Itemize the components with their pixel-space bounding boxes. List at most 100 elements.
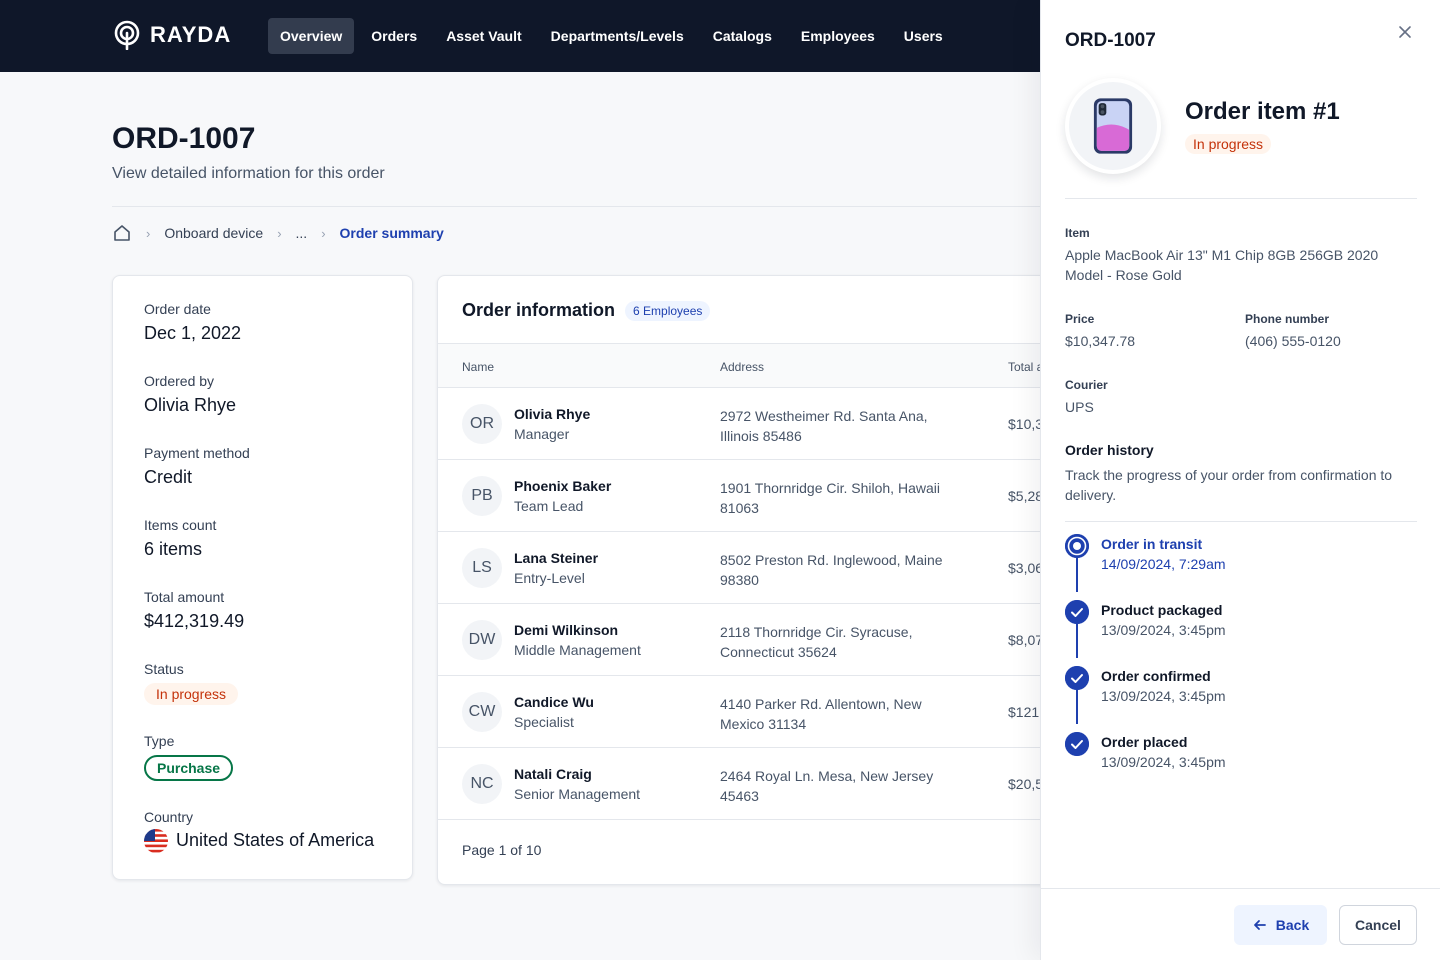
timeline-title: Product packaged xyxy=(1101,602,1223,618)
check-icon xyxy=(1065,732,1089,756)
price-value: $10,347.78 xyxy=(1065,333,1136,349)
timeline-item-order-in-transit: Order in transit 14/09/2024, 7:29am xyxy=(1065,534,1417,584)
employee-address: 1901 Thornridge Cir. Shiloh, Hawaii 8106… xyxy=(720,480,940,516)
logo[interactable]: RAYDA xyxy=(112,20,231,50)
table-row[interactable]: PB Phoenix Baker Team Lead 1901 Thornrid… xyxy=(438,460,1096,532)
arrow-left-icon xyxy=(1253,920,1266,930)
page-title: ORD-1007 xyxy=(112,122,256,155)
ordered-by-label: Ordered by xyxy=(144,373,215,389)
back-button-label: Back xyxy=(1275,917,1310,933)
employee-name: Natali Craig xyxy=(514,766,592,782)
nav-item-asset-vault[interactable]: Asset Vault xyxy=(446,28,522,44)
check-icon xyxy=(1065,666,1089,690)
country-value: United States of America xyxy=(176,829,375,850)
employee-total: $5,28 xyxy=(1008,488,1044,504)
timeline-item-product-packaged: Product packaged 13/09/2024, 3:45pm xyxy=(1065,600,1417,650)
employee-role: Team Lead xyxy=(514,498,584,514)
nav-item-catalogs[interactable]: Catalogs xyxy=(712,28,772,44)
home-icon[interactable] xyxy=(112,223,132,243)
table-row[interactable]: LS Lana Steiner Entry-Level 8502 Preston… xyxy=(438,532,1096,604)
employee-address: 4140 Parker Rd. Allentown, New Mexico 31… xyxy=(720,696,922,732)
employee-name: Olivia Rhye xyxy=(514,406,591,422)
avatar: PB xyxy=(462,476,502,516)
nav-item-employees[interactable]: Employees xyxy=(800,28,875,44)
drawer-divider xyxy=(1065,198,1417,199)
order-history-title: Order history xyxy=(1065,442,1154,458)
employees-count-badge: 6 Employees xyxy=(625,300,711,321)
type-label: Type xyxy=(144,733,175,749)
employee-address: 2118 Thornridge Cir. Syracuse, Connectic… xyxy=(720,624,913,660)
item-label: Item xyxy=(1065,226,1090,240)
order-summary-card: Order date Dec 1, 2022 Ordered by Olivia… xyxy=(112,275,413,880)
type-field: Type Purchase xyxy=(144,733,234,781)
nav-item-departments-levels[interactable]: Departments/Levels xyxy=(550,28,684,44)
country-field: Country United States of America xyxy=(144,809,374,853)
drawer-divider xyxy=(1065,521,1417,522)
employee-name: Phoenix Baker xyxy=(514,478,612,494)
timeline-date: 13/09/2024, 3:45pm xyxy=(1101,622,1226,638)
table-row[interactable]: DW Demi Wilkinson Middle Management 2118… xyxy=(438,604,1096,676)
employee-total: $121 xyxy=(1008,704,1040,720)
avatar: OR xyxy=(462,404,502,444)
avatar: DW xyxy=(462,620,502,660)
logo-text: RAYDA xyxy=(150,22,232,47)
breadcrumb-order-summary[interactable]: Order summary xyxy=(339,225,444,241)
employee-name: Lana Steiner xyxy=(514,550,599,566)
type-badge: Purchase xyxy=(144,755,234,781)
employee-total: $3,06 xyxy=(1008,560,1044,576)
order-date-label: Order date xyxy=(144,301,211,317)
items-count-value: 6 items xyxy=(144,539,203,559)
phone-number-label: Phone number xyxy=(1245,312,1330,326)
timeline-title: Order in transit xyxy=(1101,536,1203,552)
status-label: Status xyxy=(144,661,184,677)
courier-value: UPS xyxy=(1065,399,1094,415)
employee-role: Senior Management xyxy=(514,786,641,802)
current-step-icon xyxy=(1065,534,1089,558)
payment-method-label: Payment method xyxy=(144,445,250,461)
order-date-field: Order date Dec 1, 2022 xyxy=(144,301,241,344)
order-item-status-badge: In progress xyxy=(1185,134,1272,154)
ordered-by-field: Ordered by Olivia Rhye xyxy=(144,373,236,416)
us-flag-icon xyxy=(144,829,168,853)
employee-total: $8,07 xyxy=(1008,632,1044,648)
timeline-item-order-placed: Order placed 13/09/2024, 3:45pm xyxy=(1065,732,1417,782)
column-header-total[interactable]: Total a xyxy=(1008,360,1044,374)
total-amount-value: $412,319.49 xyxy=(144,611,245,631)
timeline-date: 14/09/2024, 7:29am xyxy=(1101,556,1226,572)
logo-icon xyxy=(114,20,140,50)
employee-name: Candice Wu xyxy=(514,694,594,710)
close-icon[interactable] xyxy=(1395,22,1415,42)
employee-role: Specialist xyxy=(514,714,574,730)
employee-role: Manager xyxy=(514,426,570,442)
order-item-drawer: ORD-1007 Order item #1 In progress Item … xyxy=(1040,0,1440,960)
cancel-button[interactable]: Cancel xyxy=(1339,905,1417,945)
employee-total: $10,3 xyxy=(1008,416,1044,432)
table-row[interactable]: NC Natali Craig Senior Management 2464 R… xyxy=(438,748,1096,820)
nav-menu: Overview Orders Asset Vault Departments/… xyxy=(268,18,960,54)
nav-item-orders[interactable]: Orders xyxy=(371,28,418,44)
status-field: Status In progress xyxy=(144,661,239,705)
employee-total: $20,5 xyxy=(1008,776,1044,792)
column-header-name[interactable]: Name xyxy=(462,360,495,374)
breadcrumb-ellipsis[interactable]: ... xyxy=(295,225,308,241)
drawer-footer: Back Cancel xyxy=(1041,888,1440,960)
table-row[interactable]: OR Olivia Rhye Manager 2972 Westheimer R… xyxy=(438,388,1096,460)
column-header-address[interactable]: Address xyxy=(720,360,765,374)
back-button[interactable]: Back xyxy=(1234,905,1327,945)
breadcrumb-onboard-device[interactable]: Onboard device xyxy=(164,225,264,241)
table-row[interactable]: CW Candice Wu Specialist 4140 Parker Rd.… xyxy=(438,676,1096,748)
ordered-by-value: Olivia Rhye xyxy=(144,395,237,415)
drawer-title: ORD-1007 xyxy=(1065,30,1156,51)
items-count-label: Items count xyxy=(144,517,217,533)
courier-label: Courier xyxy=(1065,378,1108,392)
nav-item-users[interactable]: Users xyxy=(903,28,943,44)
timeline-item-order-confirmed: Order confirmed 13/09/2024, 3:45pm xyxy=(1065,666,1417,716)
chevron-right-icon: › xyxy=(277,225,282,241)
avatar: LS xyxy=(462,548,502,588)
total-amount-field: Total amount $412,319.49 xyxy=(144,589,244,632)
employee-name: Demi Wilkinson xyxy=(514,622,619,638)
payment-method-value: Credit xyxy=(144,467,193,487)
timeline-date: 13/09/2024, 3:45pm xyxy=(1101,754,1226,770)
total-amount-label: Total amount xyxy=(144,589,225,605)
nav-item-overview[interactable]: Overview xyxy=(268,18,355,54)
